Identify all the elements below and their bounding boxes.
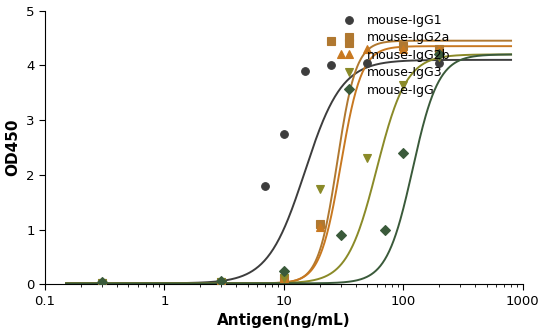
- mouse-IgG3: [281, 276, 287, 280]
- mouse-IgG1: [328, 63, 335, 67]
- mouse-IgG1: [262, 184, 269, 188]
- mouse-IgG2b: [99, 281, 105, 285]
- mouse-IgG3: [400, 82, 407, 87]
- mouse-IgG: [218, 279, 225, 283]
- mouse-IgG2a: [218, 280, 225, 284]
- Line: mouse-IgG2a: mouse-IgG2a: [98, 37, 443, 287]
- mouse-IgG2b: [436, 47, 443, 51]
- X-axis label: Antigen(ng/mL): Antigen(ng/mL): [217, 313, 350, 328]
- mouse-IgG2b: [400, 47, 407, 51]
- mouse-IgG: [382, 228, 388, 232]
- mouse-IgG1: [436, 60, 443, 64]
- mouse-IgG3: [317, 187, 323, 191]
- mouse-IgG2b: [337, 52, 344, 56]
- mouse-IgG3: [99, 281, 105, 285]
- mouse-IgG2b: [317, 225, 323, 229]
- mouse-IgG2a: [317, 222, 323, 226]
- Line: mouse-IgG1: mouse-IgG1: [98, 59, 443, 287]
- Line: mouse-IgG3: mouse-IgG3: [98, 53, 443, 287]
- Legend: mouse-IgG1, mouse-IgG2a, mouse-IgG2b, mouse-IgG3, mouse-IgG: mouse-IgG1, mouse-IgG2a, mouse-IgG2b, mo…: [338, 14, 450, 97]
- mouse-IgG2b: [364, 47, 371, 51]
- mouse-IgG: [99, 280, 105, 284]
- Y-axis label: OD450: OD450: [5, 119, 21, 176]
- mouse-IgG: [337, 233, 344, 237]
- mouse-IgG2a: [281, 276, 287, 280]
- mouse-IgG1: [301, 69, 308, 73]
- mouse-IgG1: [99, 281, 105, 285]
- mouse-IgG2a: [436, 47, 443, 51]
- mouse-IgG2a: [328, 39, 335, 43]
- mouse-IgG2b: [218, 280, 225, 284]
- mouse-IgG3: [364, 156, 371, 160]
- mouse-IgG: [436, 52, 443, 56]
- mouse-IgG1: [218, 280, 225, 284]
- Line: mouse-IgG2b: mouse-IgG2b: [98, 45, 443, 287]
- mouse-IgG3: [218, 280, 225, 284]
- mouse-IgG2a: [346, 41, 352, 45]
- mouse-IgG2b: [281, 276, 287, 280]
- mouse-IgG2a: [400, 44, 407, 48]
- mouse-IgG1: [364, 60, 371, 64]
- mouse-IgG: [281, 269, 287, 273]
- mouse-IgG2a: [99, 281, 105, 285]
- mouse-IgG3: [436, 55, 443, 59]
- Line: mouse-IgG: mouse-IgG: [98, 50, 443, 286]
- mouse-IgG: [400, 151, 407, 155]
- mouse-IgG1: [281, 132, 287, 136]
